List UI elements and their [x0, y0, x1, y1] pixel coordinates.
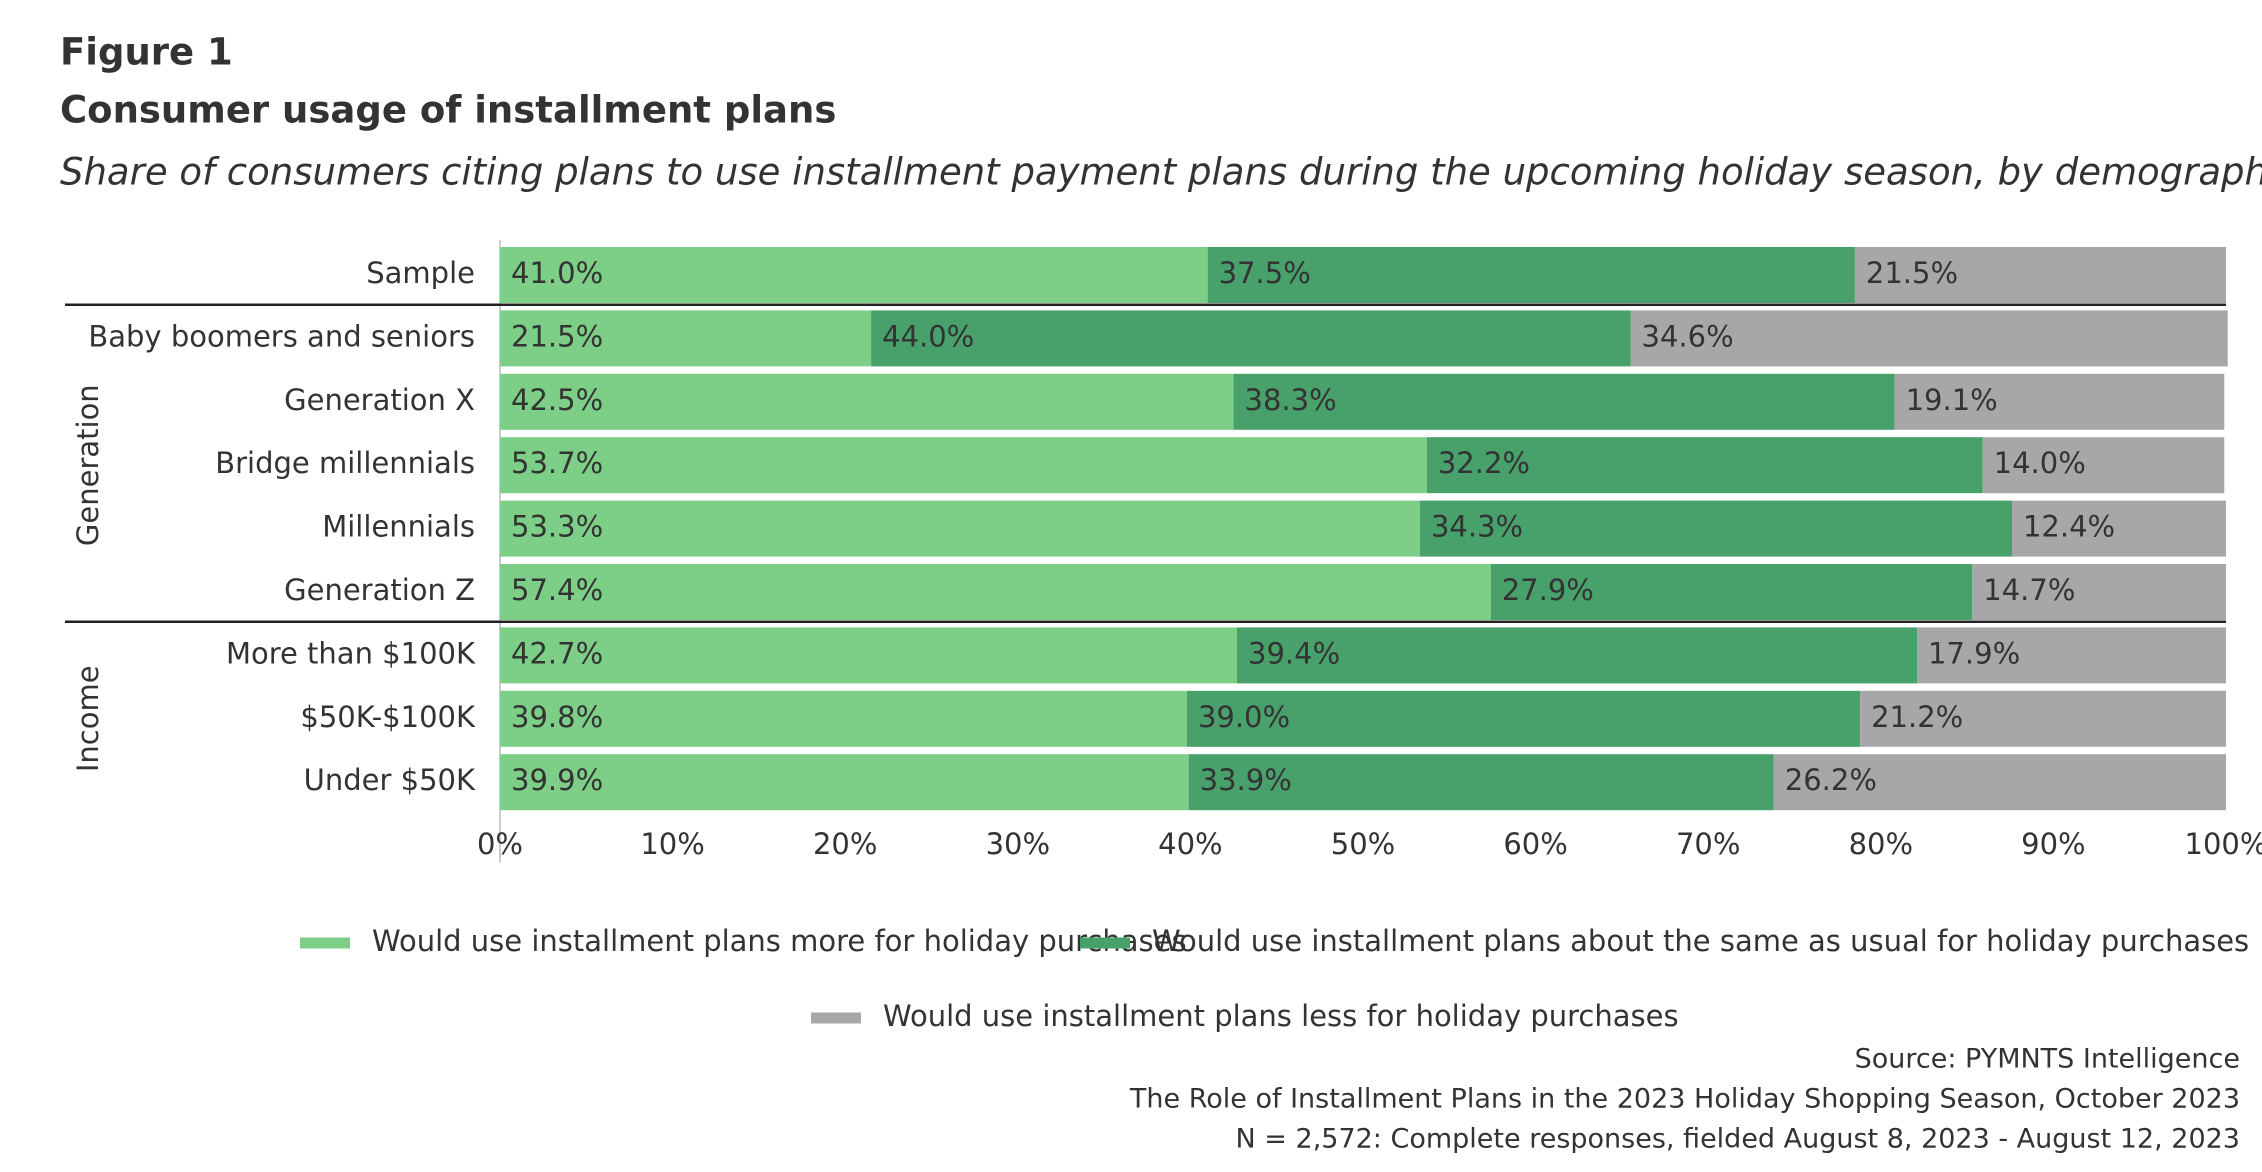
data-label: 19.1% — [1906, 383, 1998, 417]
data-label: 33.9% — [1200, 763, 1292, 797]
source-note: Source: PYMNTS Intelligence — [1855, 1044, 2240, 1075]
data-label: 14.7% — [1983, 573, 2075, 607]
x-tick-label: 10% — [640, 827, 704, 861]
bar-segment — [500, 754, 1189, 811]
bar-segment — [1860, 690, 2226, 747]
data-label: 21.5% — [1866, 256, 1958, 290]
data-label: 34.6% — [1642, 319, 1734, 353]
bar-segment — [500, 690, 1187, 747]
data-label: 39.0% — [1198, 700, 1290, 734]
x-tick-label: 40% — [1158, 827, 1222, 861]
y-tick-label: Millennials — [322, 510, 475, 544]
data-label: 41.0% — [511, 256, 603, 290]
data-label: 37.5% — [1219, 256, 1311, 290]
source-note: The Role of Installment Plans in the 202… — [1129, 1084, 2240, 1115]
data-label: 57.4% — [511, 573, 603, 607]
data-label: 39.8% — [511, 700, 603, 734]
y-tick-label: $50K-$100K — [300, 700, 476, 734]
bar-segment — [2011, 500, 2226, 557]
x-tick-label: 20% — [813, 827, 877, 861]
bar-segment — [1972, 564, 2226, 620]
y-tick-label: Under $50K — [304, 763, 476, 797]
bar-segment — [500, 500, 1420, 557]
bar-segment — [1186, 690, 1861, 747]
data-label: 44.0% — [882, 319, 974, 353]
legend-label: Would use installment plans less for hol… — [883, 999, 1679, 1033]
x-tick-label: 90% — [2021, 827, 2085, 861]
y-tick-label: More than $100K — [226, 636, 476, 670]
data-label: 21.5% — [511, 319, 603, 353]
bar-segment — [1426, 437, 1983, 494]
x-tick-label: 100% — [2185, 827, 2262, 861]
bar-segment — [1854, 247, 2226, 303]
data-label: 39.4% — [1248, 636, 1340, 670]
chart-subtitle: Share of consumers citing plans to use i… — [60, 151, 2262, 194]
data-label: 34.3% — [1431, 510, 1523, 544]
x-tick-label: 60% — [1503, 827, 1567, 861]
y-tick-label: Generation X — [284, 383, 475, 417]
y-tick-label: Generation Z — [284, 573, 475, 607]
data-label: 42.5% — [511, 383, 603, 417]
data-label: 42.7% — [511, 636, 603, 670]
source-note: N = 2,572: Complete responses, fielded A… — [1236, 1124, 2240, 1155]
bar-segment — [1894, 373, 2225, 430]
bar-segment — [1630, 310, 2228, 367]
y-tick-label: Sample — [366, 256, 475, 290]
bar-segment — [1207, 247, 1855, 303]
data-label: 17.9% — [1928, 636, 2020, 670]
data-label: 21.2% — [1871, 700, 1963, 734]
bar-segment — [500, 310, 872, 367]
bar-segment — [1917, 627, 2226, 684]
x-tick-label: 30% — [986, 827, 1050, 861]
data-label: 53.7% — [511, 446, 603, 480]
y-tick-label: Bridge millennials — [215, 446, 475, 480]
y-tick-label: Baby boomers and seniors — [88, 319, 475, 353]
bar-segment — [1490, 564, 1973, 620]
bar-segment — [500, 247, 1208, 303]
data-label: 27.9% — [1502, 573, 1594, 607]
x-tick-label: 80% — [1849, 827, 1913, 861]
data-label: 26.2% — [1785, 763, 1877, 797]
x-tick-label: 50% — [1331, 827, 1395, 861]
data-label: 12.4% — [2023, 510, 2115, 544]
bar-segment — [500, 564, 1491, 620]
bar-segment — [500, 437, 1427, 494]
bar-segment — [1773, 754, 2226, 811]
legend-label: Would use installment plans about the sa… — [1152, 924, 2249, 958]
bar-segment — [871, 310, 1631, 367]
figure-label: Figure 1 — [60, 31, 233, 74]
bar-segment — [1233, 373, 1895, 430]
bar-segment — [1419, 500, 2012, 557]
bar-segment — [500, 373, 1234, 430]
data-label: 39.9% — [511, 763, 603, 797]
group-label: Generation — [71, 384, 105, 546]
data-label: 53.3% — [511, 510, 603, 544]
x-tick-label: 0% — [477, 827, 523, 861]
bar-segment — [1188, 754, 1774, 811]
data-label: 38.3% — [1245, 383, 1337, 417]
x-tick-label: 70% — [1676, 827, 1740, 861]
group-label: Income — [71, 665, 105, 772]
chart-title: Consumer usage of installment plans — [60, 89, 836, 132]
data-label: 14.0% — [1994, 446, 2086, 480]
data-label: 32.2% — [1438, 446, 1530, 480]
bar-segment — [1982, 437, 2225, 494]
bar-segment — [1237, 627, 1918, 684]
legend-label: Would use installment plans more for hol… — [372, 924, 1187, 958]
bar-segment — [500, 627, 1238, 684]
